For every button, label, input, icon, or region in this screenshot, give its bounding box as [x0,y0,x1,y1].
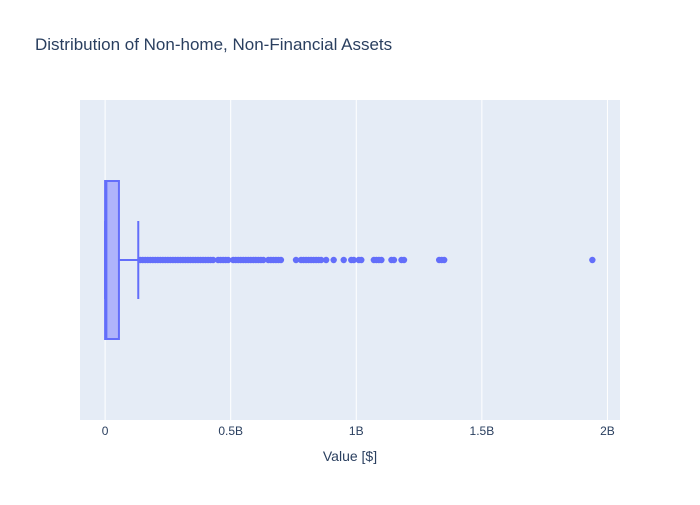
outlier-point [378,256,385,264]
x-axis-title: Value [$] [323,448,377,464]
outlier-point [400,256,408,264]
outlier-point [317,256,325,264]
outlier-point [440,256,448,264]
x-tick-label: 0.5B [218,424,243,438]
outlier-point [390,256,398,264]
outlier-point [277,256,285,264]
box-trace [104,180,140,340]
outlier-point [340,256,347,264]
outlier-point [358,256,365,264]
x-tick-label: 1B [349,424,364,438]
outlier-point [224,256,232,264]
x-tick-labels: 0 0.5B 1B 1.5B 2B [102,424,615,438]
x-tick-label: 2B [600,424,615,438]
x-tick-label: 1.5B [470,424,495,438]
x-tick-label: 0 [102,424,109,438]
outlier-point [209,256,217,264]
chart-title: Distribution of Non-home, Non-Financial … [35,35,392,54]
outlier-point [350,256,357,264]
outlier-point [292,256,300,264]
outlier-point [322,256,330,264]
outlier-point [589,256,596,264]
outlier-points [137,256,596,264]
outlier-point [260,256,267,264]
outlier-point [330,256,337,264]
